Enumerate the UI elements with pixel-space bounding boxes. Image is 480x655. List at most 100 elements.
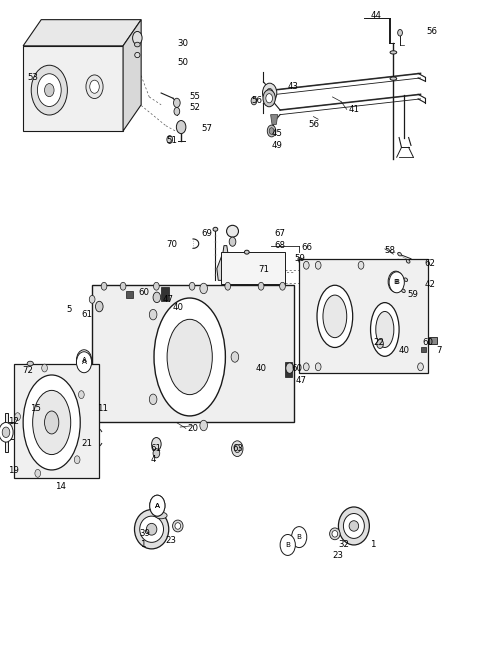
Circle shape bbox=[45, 84, 54, 97]
Bar bbox=[420, 347, 426, 352]
Polygon shape bbox=[271, 115, 278, 124]
Ellipse shape bbox=[343, 514, 364, 538]
Ellipse shape bbox=[402, 289, 405, 293]
Circle shape bbox=[229, 237, 236, 246]
Circle shape bbox=[397, 29, 402, 36]
Ellipse shape bbox=[404, 278, 408, 282]
Circle shape bbox=[266, 94, 273, 103]
Bar bbox=[221, 252, 285, 284]
Ellipse shape bbox=[323, 295, 347, 338]
Circle shape bbox=[132, 31, 142, 45]
Text: 40: 40 bbox=[255, 364, 266, 373]
Ellipse shape bbox=[227, 225, 239, 237]
Text: 55: 55 bbox=[190, 92, 201, 102]
Text: 41: 41 bbox=[348, 105, 359, 114]
Text: 42: 42 bbox=[425, 280, 436, 289]
Circle shape bbox=[303, 261, 309, 269]
Ellipse shape bbox=[338, 507, 369, 545]
Text: 53: 53 bbox=[27, 73, 38, 82]
Ellipse shape bbox=[330, 528, 340, 540]
Text: 20: 20 bbox=[187, 424, 198, 433]
Circle shape bbox=[42, 364, 48, 372]
Circle shape bbox=[418, 363, 423, 371]
Text: 51: 51 bbox=[166, 136, 177, 145]
Polygon shape bbox=[23, 20, 141, 46]
Text: A: A bbox=[82, 359, 86, 365]
Ellipse shape bbox=[349, 521, 359, 531]
Text: 50: 50 bbox=[178, 58, 189, 67]
Text: 11: 11 bbox=[97, 403, 108, 413]
Circle shape bbox=[150, 495, 165, 516]
Circle shape bbox=[120, 282, 126, 290]
Text: 67: 67 bbox=[274, 229, 285, 238]
Circle shape bbox=[0, 422, 13, 442]
Bar bbox=[429, 337, 437, 344]
Ellipse shape bbox=[167, 319, 212, 394]
Circle shape bbox=[269, 128, 274, 134]
Circle shape bbox=[258, 282, 264, 290]
Text: 23: 23 bbox=[333, 551, 344, 560]
Text: B: B bbox=[297, 534, 301, 540]
Text: 14: 14 bbox=[56, 482, 67, 491]
Text: 22: 22 bbox=[373, 338, 384, 347]
Circle shape bbox=[231, 441, 243, 457]
Text: 39: 39 bbox=[140, 529, 151, 538]
Ellipse shape bbox=[135, 52, 140, 58]
Text: 57: 57 bbox=[202, 124, 213, 133]
Circle shape bbox=[35, 470, 41, 477]
Text: 70: 70 bbox=[166, 240, 177, 249]
Text: 56: 56 bbox=[309, 120, 320, 129]
Text: 60: 60 bbox=[291, 364, 302, 373]
Circle shape bbox=[266, 88, 273, 98]
Circle shape bbox=[358, 261, 364, 269]
Circle shape bbox=[388, 271, 403, 292]
Text: A: A bbox=[155, 502, 160, 509]
Text: 52: 52 bbox=[190, 103, 201, 112]
Circle shape bbox=[76, 352, 92, 373]
Circle shape bbox=[263, 90, 276, 107]
Text: 61: 61 bbox=[150, 444, 161, 453]
Text: 40: 40 bbox=[173, 303, 184, 312]
Text: 47: 47 bbox=[163, 295, 174, 305]
Ellipse shape bbox=[134, 42, 140, 47]
Text: 72: 72 bbox=[22, 366, 33, 375]
Circle shape bbox=[173, 98, 180, 107]
Ellipse shape bbox=[175, 523, 180, 529]
Text: 40: 40 bbox=[398, 346, 409, 355]
Circle shape bbox=[149, 394, 157, 405]
Ellipse shape bbox=[173, 520, 183, 532]
Bar bbox=[126, 291, 133, 298]
Circle shape bbox=[267, 125, 276, 137]
Circle shape bbox=[149, 309, 157, 320]
Bar bbox=[161, 287, 169, 301]
Circle shape bbox=[189, 282, 195, 290]
Text: 71: 71 bbox=[259, 265, 270, 274]
Text: B: B bbox=[394, 279, 399, 286]
Circle shape bbox=[154, 282, 159, 290]
Ellipse shape bbox=[213, 227, 218, 231]
Text: 12: 12 bbox=[8, 417, 19, 426]
Circle shape bbox=[86, 75, 103, 98]
Polygon shape bbox=[123, 20, 141, 131]
Ellipse shape bbox=[33, 390, 71, 455]
Text: 68: 68 bbox=[274, 241, 285, 250]
Text: 56: 56 bbox=[251, 96, 262, 105]
Circle shape bbox=[234, 445, 240, 453]
Ellipse shape bbox=[406, 259, 410, 263]
Ellipse shape bbox=[140, 516, 164, 542]
Circle shape bbox=[200, 421, 207, 431]
Text: 1: 1 bbox=[140, 540, 145, 550]
Circle shape bbox=[15, 413, 21, 421]
Ellipse shape bbox=[244, 250, 249, 254]
Text: 7: 7 bbox=[436, 346, 442, 355]
Text: B: B bbox=[393, 278, 398, 285]
Circle shape bbox=[315, 363, 321, 371]
Bar bbox=[13, 364, 99, 478]
Bar bbox=[92, 285, 294, 422]
Ellipse shape bbox=[317, 286, 353, 347]
Text: 49: 49 bbox=[272, 141, 283, 150]
Circle shape bbox=[377, 339, 384, 348]
Text: 59: 59 bbox=[294, 253, 305, 263]
Circle shape bbox=[79, 390, 84, 398]
Ellipse shape bbox=[146, 523, 157, 535]
